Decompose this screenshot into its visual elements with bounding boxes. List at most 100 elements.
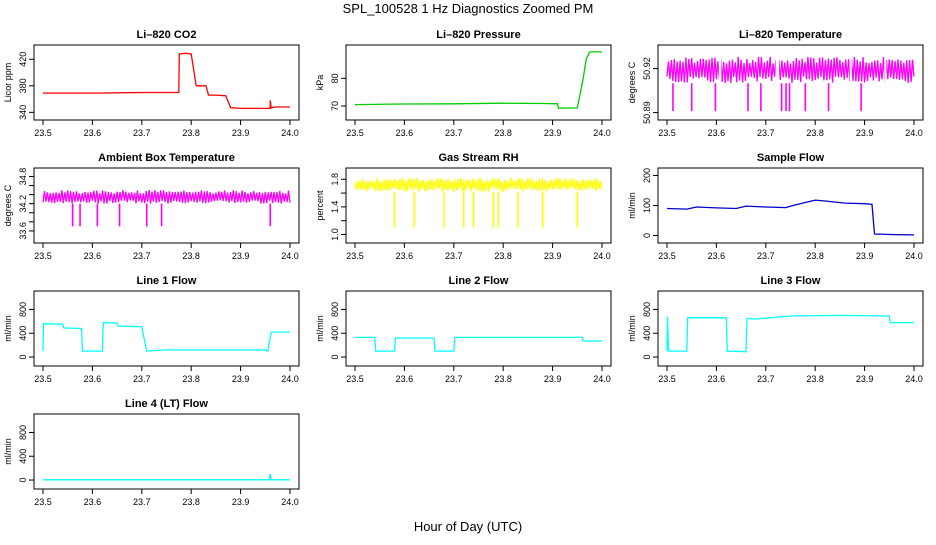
x-tick-label: 24.0 [281, 374, 299, 384]
x-tick-label: 23.7 [445, 251, 463, 261]
x-tick-label: 23.6 [84, 374, 102, 384]
y-tick-label: 1.8 [330, 173, 340, 186]
chart-panel: Line 4 (LT) Flow ml/min 23.5 23.6 23.7 23.8 23… [3, 398, 300, 507]
x-tick-label: 24.0 [905, 251, 923, 261]
x-tick-label: 23.5 [346, 374, 364, 384]
y-tick-label: 0 [642, 355, 652, 360]
series-noise [354, 177, 603, 192]
chart-panel: Line 1 Flow ml/min 23.5 23.6 23.7 23.8 23.9 24.… [3, 275, 300, 384]
series-line [43, 52, 290, 110]
x-tick-label: 23.8 [806, 251, 824, 261]
chart-panel: Line 2 Flow ml/min 23.5 23.6 23.7 23.8 23.9 24.… [315, 275, 612, 384]
plot-frame [33, 413, 300, 490]
plot-frame [345, 290, 612, 367]
x-tick-label: 23.6 [84, 251, 102, 261]
x-tick-label: 23.7 [757, 251, 775, 261]
plot-frame [345, 44, 612, 121]
chart-title: Sample Flow [757, 152, 825, 164]
series-gap [718, 55, 722, 85]
x-tick-label: 23.5 [658, 374, 676, 384]
x-tick-label: 23.6 [396, 128, 414, 138]
chart-title: Li–820 CO2 [137, 29, 197, 41]
x-tick-label: 23.7 [133, 128, 151, 138]
x-tick-label: 23.8 [182, 374, 200, 384]
x-tick-label: 23.7 [757, 374, 775, 384]
chart-title: Line 1 Flow [137, 275, 197, 287]
x-tick-label: 23.5 [34, 497, 52, 507]
x-tick-label: 23.7 [445, 374, 463, 384]
chart-ylabel: ml/min [627, 192, 637, 219]
series-line [42, 321, 290, 353]
x-tick-label: 23.5 [34, 374, 52, 384]
y-tick-label: 70 [330, 101, 340, 111]
y-tick-label: 400 [642, 326, 652, 341]
chart-ylabel: ml/min [3, 315, 13, 342]
panels: Li–820 CO2 Licor ppm 23.5 23.6 23.7 23.8 23.9 2… [3, 29, 924, 507]
x-tick-label: 24.0 [905, 374, 923, 384]
plot-frame [657, 44, 924, 121]
y-tick-label: 1.4 [330, 201, 340, 214]
series-gap [775, 55, 780, 85]
x-tick-label: 24.0 [281, 128, 299, 138]
x-tick-label: 23.9 [232, 251, 250, 261]
x-tick-label: 23.9 [232, 497, 250, 507]
chart-panel: Sample Flow ml/min 23.5 23.6 23.7 23.8 23.9 24.… [627, 152, 924, 261]
y-tick-label: 380 [18, 78, 28, 93]
x-tick-label: 24.0 [905, 128, 923, 138]
plot-frame [33, 167, 300, 244]
plot-frame [345, 167, 612, 244]
y-tick-label: 50.92 [642, 57, 652, 80]
y-tick-label: 800 [642, 302, 652, 317]
chart-panel: Line 3 Flow ml/min 23.5 23.6 23.7 23.8 23.9 24.… [627, 275, 924, 384]
x-tick-label: 23.8 [806, 128, 824, 138]
y-tick-label: 800 [18, 302, 28, 317]
x-tick-label: 23.6 [84, 128, 102, 138]
y-tick-label: 0 [18, 355, 28, 360]
y-tick-label: 0 [18, 478, 28, 483]
chart-ylabel: ml/min [315, 315, 325, 342]
series-noise [666, 56, 915, 84]
x-tick-label: 23.9 [232, 128, 250, 138]
y-tick-label: 1.0 [330, 228, 340, 241]
x-tick-label: 23.9 [544, 374, 562, 384]
x-tick-label: 23.5 [34, 251, 52, 261]
x-tick-label: 23.8 [182, 251, 200, 261]
x-tick-label: 23.8 [494, 128, 512, 138]
x-tick-label: 23.9 [856, 128, 874, 138]
x-tick-label: 23.5 [346, 251, 364, 261]
x-tick-label: 23.8 [494, 374, 512, 384]
y-tick-label: 80 [330, 73, 340, 83]
chart-title: Li–820 Temperature [739, 29, 842, 41]
x-tick-label: 23.9 [544, 251, 562, 261]
series-noise [42, 190, 291, 204]
x-tick-label: 23.9 [544, 128, 562, 138]
series-gap [849, 55, 852, 85]
chart-ylabel: Licor ppm [3, 63, 13, 103]
x-tick-label: 23.6 [708, 374, 726, 384]
series-line [43, 473, 290, 481]
x-tick-label: 23.8 [806, 374, 824, 384]
x-tick-label: 23.5 [34, 128, 52, 138]
chart-ylabel: degrees C [627, 61, 637, 103]
y-tick-label: 0 [642, 233, 652, 238]
chart-panel: Ambient Box Temperature degrees C 23.5 23.6… [3, 152, 300, 261]
x-tick-label: 23.6 [84, 497, 102, 507]
x-tick-label: 23.6 [396, 251, 414, 261]
chart-title: Ambient Box Temperature [98, 152, 235, 164]
x-tick-label: 23.7 [133, 374, 151, 384]
x-tick-label: 23.8 [182, 128, 200, 138]
chart-title: Gas Stream RH [438, 152, 518, 164]
plot-frame [657, 167, 924, 244]
chart-title: Line 2 Flow [449, 275, 509, 287]
chart-ylabel: kPa [315, 75, 325, 91]
y-tick-label: 50.89 [642, 101, 652, 124]
y-tick-label: 0 [330, 355, 340, 360]
x-tick-label: 23.5 [658, 128, 676, 138]
x-tick-label: 23.7 [133, 251, 151, 261]
x-tick-label: 24.0 [281, 251, 299, 261]
x-tick-label: 24.0 [593, 251, 611, 261]
chart-title: Li–820 Pressure [436, 29, 520, 41]
chart-ylabel: ml/min [3, 438, 13, 465]
series-line [666, 199, 915, 236]
